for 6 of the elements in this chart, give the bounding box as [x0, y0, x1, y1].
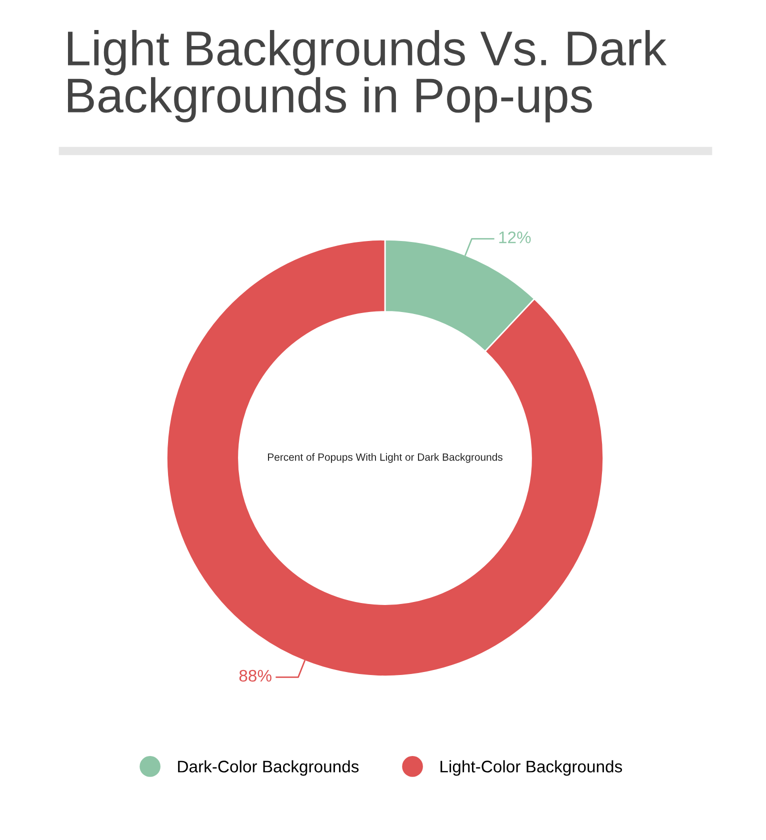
legend-label: Dark-Color Backgrounds: [178, 760, 359, 776]
text: Percent of Popups With Light or Dark Backgrounds: [268, 453, 502, 463]
chart-title: Light Backgrounds Vs. Dark Backgrounds in Pop-ups: [68, 30, 667, 122]
data-label: 88%: [239, 670, 272, 682]
legend-label: Light-Color Backgrounds: [440, 760, 622, 776]
data-label: 12%: [499, 231, 531, 244]
